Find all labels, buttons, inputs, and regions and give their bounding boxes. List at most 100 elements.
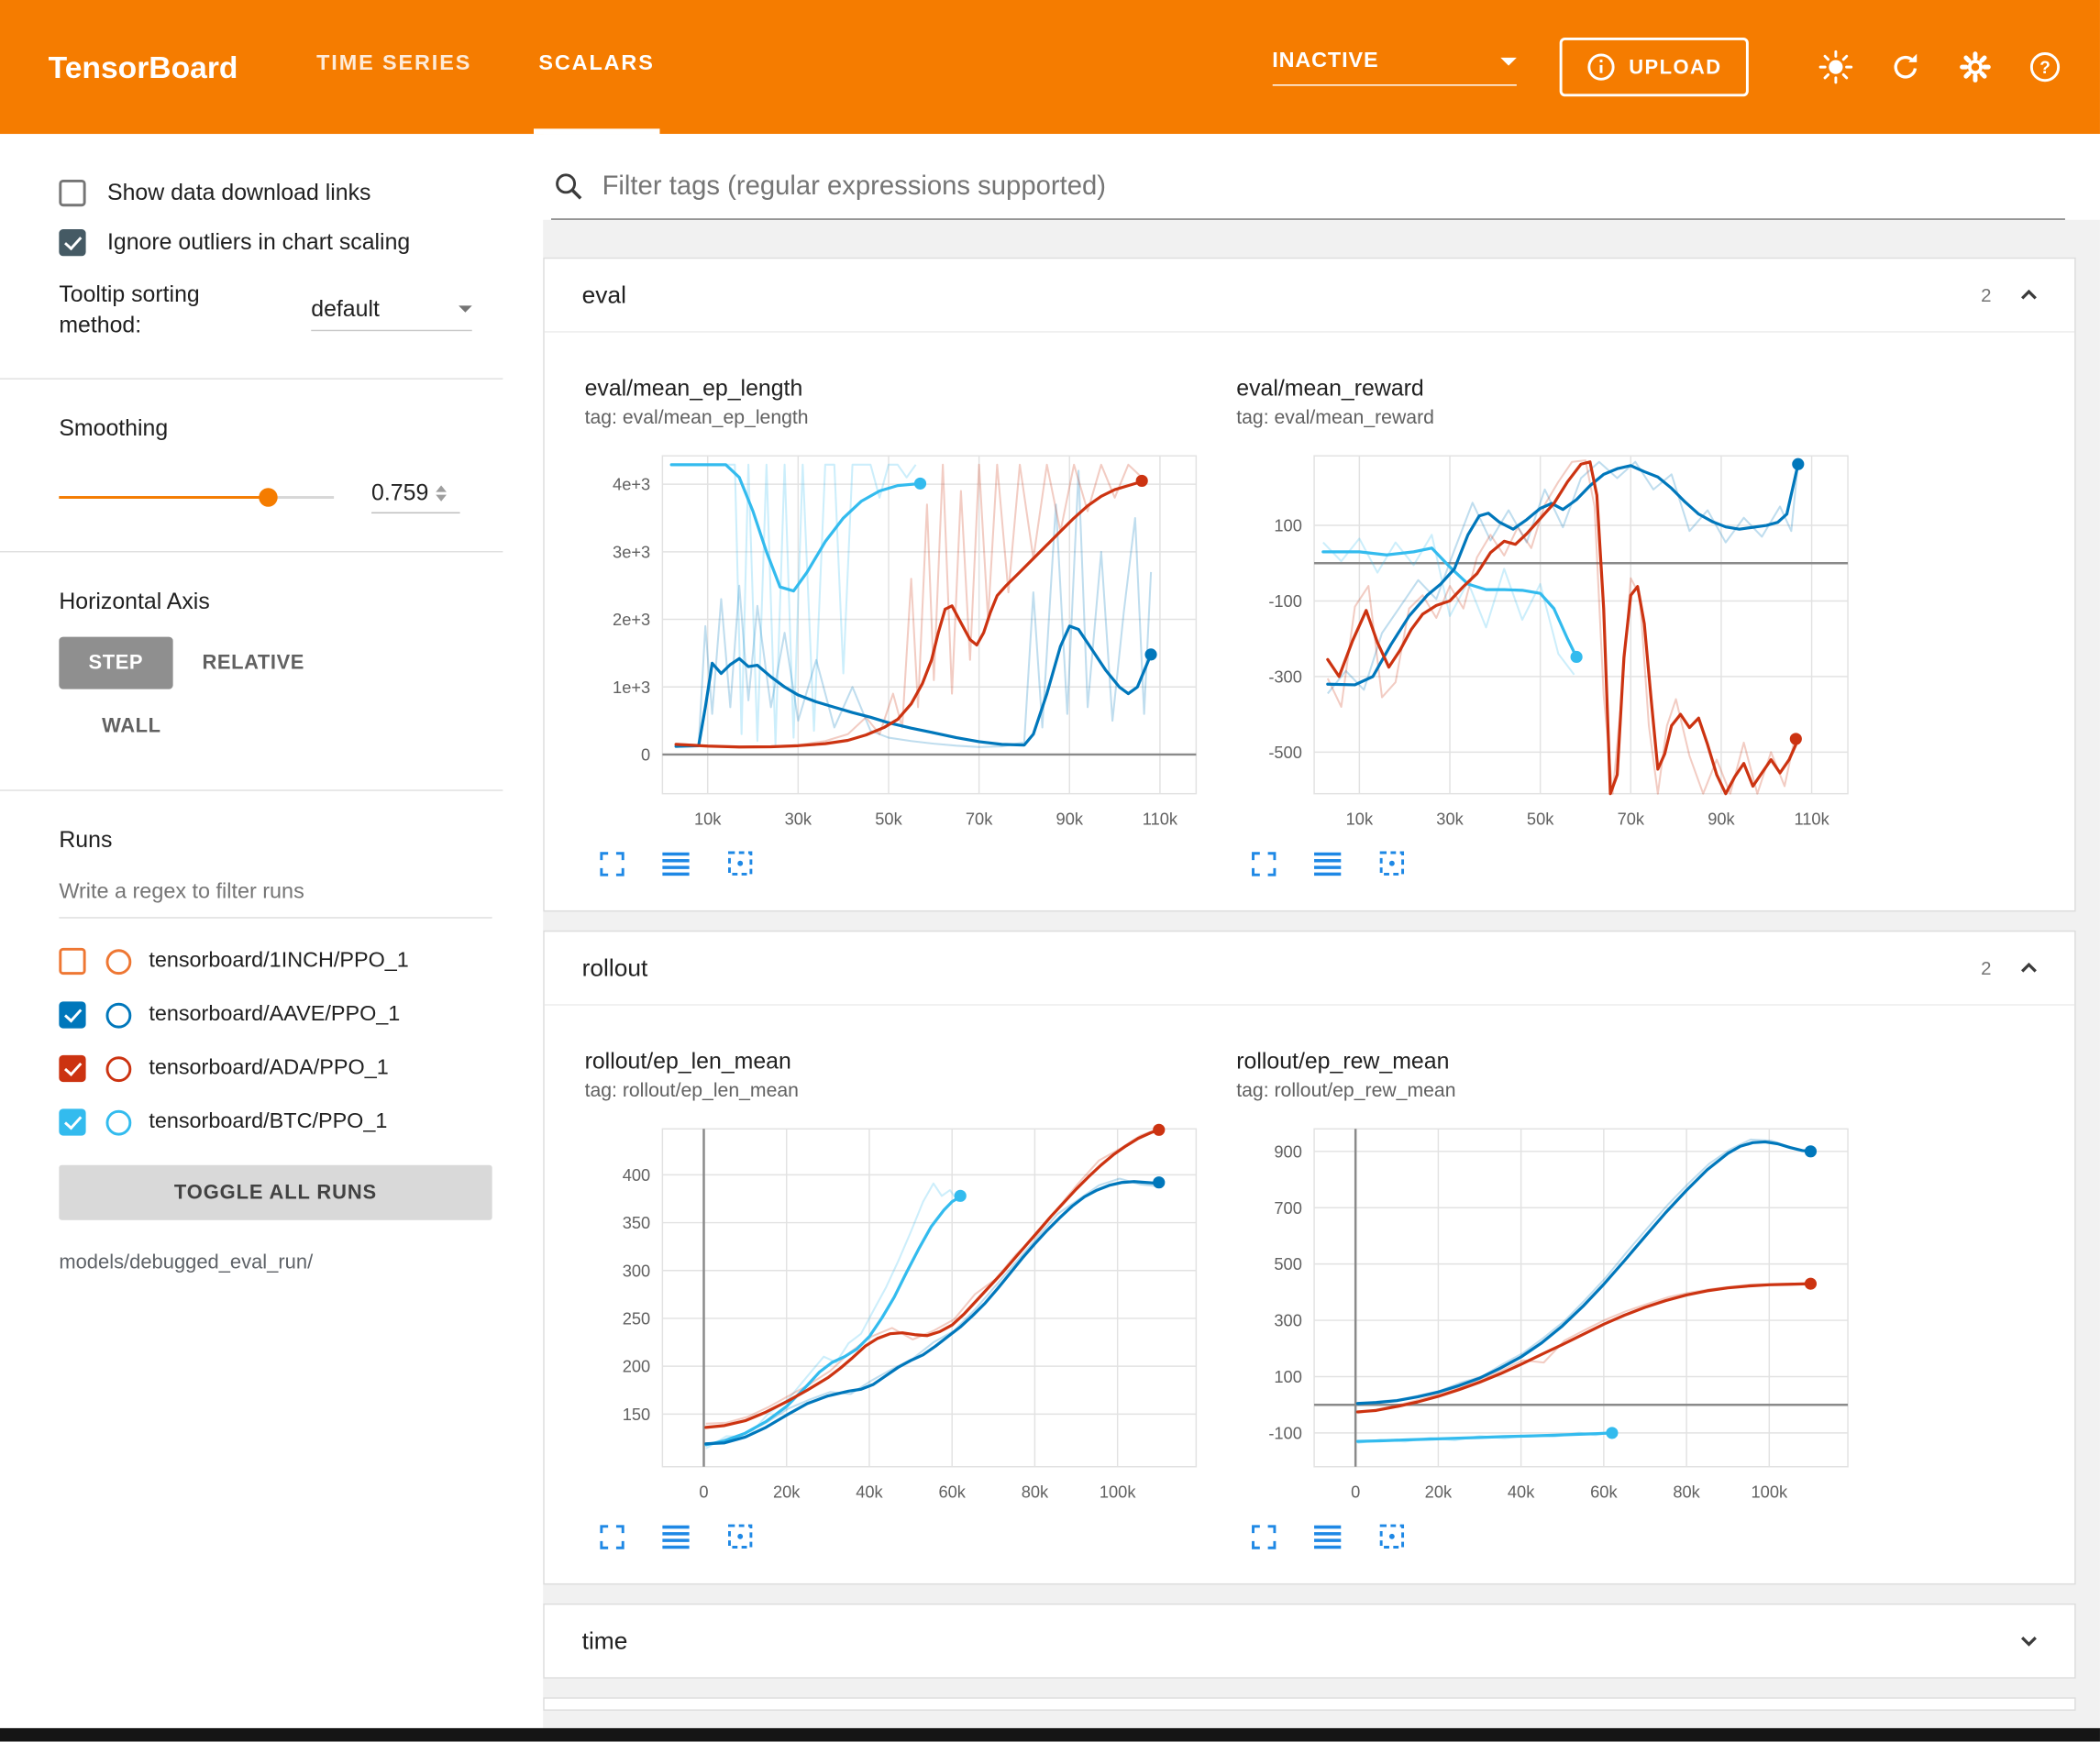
chart-title: eval/mean_reward: [1236, 373, 1866, 404]
svg-text:0: 0: [1351, 1482, 1360, 1501]
data-table-icon[interactable]: [661, 850, 691, 877]
chart-actions: [1250, 1522, 1867, 1551]
settings-icon[interactable]: [1958, 50, 1993, 84]
chart-tag: tag: eval/mean_ep_length: [585, 405, 1215, 432]
fit-domain-icon[interactable]: [725, 849, 755, 878]
run-color-swatch[interactable]: [106, 1109, 132, 1135]
chevron-down-icon[interactable]: [2013, 1625, 2045, 1657]
chart-title: eval/mean_ep_length: [585, 373, 1215, 404]
svg-text:80k: 80k: [1022, 1482, 1049, 1501]
window-bottom-edge: [0, 1728, 2100, 1742]
axis-wall-button[interactable]: WALL: [72, 700, 191, 752]
svg-text:?: ?: [2039, 59, 2050, 78]
run-row[interactable]: tensorboard/1INCH/PPO_1: [59, 934, 492, 987]
smoothing-slider[interactable]: [59, 488, 334, 506]
chevron-down-icon: [1500, 57, 1517, 65]
run-checkbox[interactable]: [59, 1001, 85, 1028]
line-chart[interactable]: 10k30k50k70k90k110k01e+32e+33e+34e+3: [585, 447, 1215, 845]
show-download-links-row[interactable]: Show data download links: [59, 180, 492, 206]
svg-text:100k: 100k: [1100, 1482, 1136, 1501]
smoothing-value-input[interactable]: [371, 480, 433, 507]
tooltip-sorting-select[interactable]: default: [311, 289, 471, 330]
svg-text:10k: 10k: [1346, 809, 1374, 828]
line-chart[interactable]: 10k30k50k70k90k110k100-100-300-500: [1236, 447, 1866, 845]
smoothing-value-box: [371, 480, 460, 514]
svg-text:200: 200: [623, 1357, 650, 1376]
smoothing-control: [59, 480, 492, 514]
runs-list: tensorboard/1INCH/PPO_1 tensorboard/AAVE/…: [59, 934, 492, 1149]
svg-text:-100: -100: [1268, 1423, 1302, 1442]
tab-scalars[interactable]: SCALARS: [533, 0, 659, 134]
fit-domain-icon[interactable]: [1377, 1522, 1407, 1551]
run-checkbox[interactable]: [59, 948, 85, 975]
ignore-outliers-row[interactable]: Ignore outliers in chart scaling: [59, 229, 492, 256]
runs-filter-input[interactable]: [59, 881, 492, 919]
run-row[interactable]: tensorboard/AAVE/PPO_1: [59, 988, 492, 1042]
run-color-swatch[interactable]: [106, 949, 132, 975]
tab-time-series[interactable]: TIME SERIES: [311, 0, 477, 134]
filter-tags-input[interactable]: [602, 171, 2065, 202]
stepper-icon[interactable]: [436, 485, 447, 502]
brightness-icon[interactable]: [1818, 50, 1853, 84]
run-checkbox[interactable]: [59, 1108, 85, 1135]
run-label: tensorboard/BTC/PPO_1: [149, 1110, 387, 1134]
charts-row: rollout/ep_len_mean tag: rollout/ep_len_…: [545, 1004, 2074, 1583]
svg-text:-500: -500: [1268, 743, 1302, 762]
ignore-outliers-checkbox[interactable]: [59, 229, 85, 256]
tooltip-sorting: Tooltip sorting method: default: [59, 279, 492, 340]
fit-domain-icon[interactable]: [725, 1522, 755, 1551]
maximize-card-icon[interactable]: [1250, 849, 1278, 877]
fit-domain-icon[interactable]: [1377, 849, 1407, 878]
section-count: 2: [1981, 284, 1991, 305]
smoothing-slider-knob[interactable]: [259, 488, 277, 506]
runs-filter: [59, 881, 492, 919]
svg-text:500: 500: [1274, 1254, 1301, 1273]
svg-text:60k: 60k: [938, 1482, 966, 1501]
svg-text:700: 700: [1274, 1198, 1301, 1218]
section-card-rollout: rollout 2 rollout/ep_len_mean tag: rollo…: [543, 931, 2075, 1585]
refresh-icon[interactable]: [1888, 50, 1923, 84]
svg-text:70k: 70k: [1618, 809, 1645, 828]
chevron-up-icon[interactable]: [2013, 279, 2045, 311]
run-color-swatch[interactable]: [106, 1002, 132, 1028]
axis-step-button[interactable]: STEP: [59, 637, 172, 689]
chevron-up-icon[interactable]: [2013, 952, 2045, 984]
svg-text:70k: 70k: [966, 809, 993, 828]
svg-text:30k: 30k: [1436, 809, 1464, 828]
run-row[interactable]: tensorboard/BTC/PPO_1: [59, 1096, 492, 1149]
toggle-all-runs-button[interactable]: TOGGLE ALL RUNS: [59, 1165, 492, 1220]
data-table-icon[interactable]: [661, 1523, 691, 1549]
header-actions: INACTIVE UPLOAD ?: [1272, 0, 2062, 134]
section-card-time: time: [543, 1604, 2075, 1679]
run-color-swatch[interactable]: [106, 1056, 132, 1082]
app-title: TensorBoard: [49, 0, 312, 134]
run-checkbox[interactable]: [59, 1055, 85, 1082]
section-header-rollout[interactable]: rollout 2: [545, 932, 2074, 1004]
help-icon[interactable]: ?: [2028, 50, 2062, 84]
section-header-eval[interactable]: eval 2: [545, 259, 2074, 331]
smoothing-slider-fill: [59, 495, 268, 499]
status-dropdown[interactable]: INACTIVE: [1272, 49, 1516, 84]
axis-relative-button[interactable]: RELATIVE: [172, 637, 334, 689]
maximize-card-icon[interactable]: [598, 849, 626, 877]
line-chart[interactable]: 020k40k60k80k100k150200250300350400: [585, 1120, 1215, 1518]
upload-button[interactable]: UPLOAD: [1559, 38, 1749, 96]
data-table-icon[interactable]: [1313, 850, 1343, 877]
maximize-card-icon[interactable]: [598, 1522, 626, 1550]
run-row[interactable]: tensorboard/ADA/PPO_1: [59, 1042, 492, 1095]
divider: [0, 551, 503, 552]
chart-actions: [598, 849, 1215, 878]
maximize-card-icon[interactable]: [1250, 1522, 1278, 1550]
section-header-time[interactable]: time: [545, 1604, 2074, 1677]
data-table-icon[interactable]: [1313, 1523, 1343, 1549]
show-download-links-checkbox[interactable]: [59, 180, 85, 206]
svg-text:3e+3: 3e+3: [613, 542, 650, 561]
line-chart[interactable]: 020k40k60k80k100k900700500300100-100: [1236, 1120, 1866, 1518]
svg-text:4e+3: 4e+3: [613, 475, 650, 494]
status-dropdown-value: INACTIVE: [1272, 49, 1378, 72]
next-card-partial: [543, 1697, 2075, 1711]
svg-text:1e+3: 1e+3: [613, 678, 650, 697]
run-label: tensorboard/1INCH/PPO_1: [149, 949, 409, 973]
chart-tag: tag: rollout/ep_len_mean: [585, 1078, 1215, 1105]
filter-tags-field[interactable]: [551, 169, 2065, 220]
